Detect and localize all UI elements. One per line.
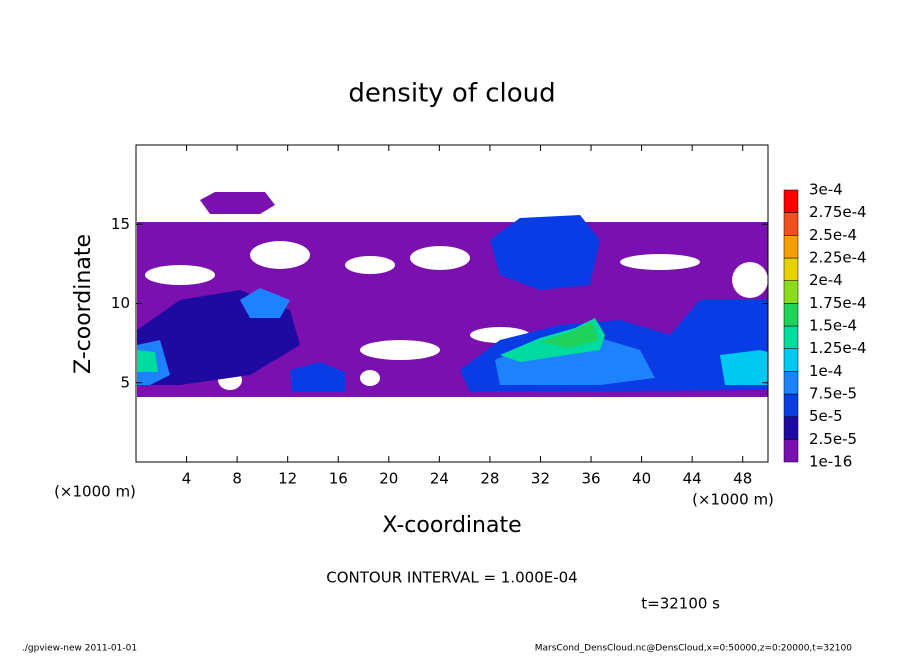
chart-title: density of cloud: [348, 79, 555, 109]
x-tick-label: 36: [581, 470, 600, 488]
y-tick-label: 10: [111, 294, 130, 312]
colorbar-box: [783, 303, 799, 327]
colorbar-box: [783, 280, 799, 304]
colorbar-label: 1e-16: [809, 453, 852, 471]
contour-region: [240, 288, 290, 318]
contour-interval: CONTOUR INTERVAL = 1.000E-04: [326, 569, 577, 587]
colorbar-box: [783, 393, 799, 417]
x-tick-label: 48: [733, 470, 752, 488]
contour-region: [490, 215, 600, 290]
contour-region: [200, 192, 275, 214]
colorbar-label: 2.75e-4: [809, 203, 867, 221]
footer-left: ./gpview-new 2011-01-01: [22, 644, 137, 654]
colorbar-label: 2.5e-4: [809, 226, 857, 244]
contour-region: [720, 350, 768, 385]
y-unit: (×1000 m): [54, 483, 136, 501]
colorbar-label: 2e-4: [809, 271, 843, 289]
colorbar-box: [783, 348, 799, 372]
contour-field: [137, 192, 768, 397]
contour-region: [290, 362, 345, 392]
colorbar-label: 7.5e-5: [809, 385, 857, 403]
colorbar-label: 3e-4: [809, 181, 843, 199]
x-tick-label: 28: [480, 470, 499, 488]
x-unit: (×1000 m): [692, 491, 774, 509]
footer-right: MarsCond_DensCloud.nc@DensCloud,x=0:5000…: [535, 644, 852, 654]
colorbar-box: [783, 189, 799, 213]
y-tick-label: 15: [111, 215, 130, 233]
colorbar-box: [783, 257, 799, 281]
colorbar-box: [783, 371, 799, 395]
x-tick-label: 8: [232, 470, 242, 488]
colorbar-box: [783, 325, 799, 349]
x-tick-label: 40: [632, 470, 651, 488]
y-axis-label: Z-coordinate: [71, 234, 96, 374]
colorbar-label: 1.75e-4: [809, 294, 867, 312]
x-tick-label: 44: [683, 470, 702, 488]
colorbar-box: [783, 235, 799, 259]
contour-region: [137, 350, 158, 372]
x-axis-label: X-coordinate: [382, 513, 521, 538]
colorbar-label: 1e-4: [809, 362, 843, 380]
x-tick-label: 16: [329, 470, 348, 488]
colorbar-label: 5e-5: [809, 407, 843, 425]
contour-region: [540, 322, 598, 348]
colorbar-label: 2.25e-4: [809, 249, 867, 267]
colorbar-label: 2.5e-5: [809, 430, 857, 448]
colorbar-box: [783, 416, 799, 440]
y-tick-label: 5: [120, 373, 130, 391]
x-tick-label: 24: [430, 470, 449, 488]
x-tick-label: 32: [531, 470, 550, 488]
colorbar-label: 1.5e-4: [809, 317, 857, 335]
x-tick-label: 20: [379, 470, 398, 488]
colorbar-label: 1.25e-4: [809, 339, 867, 357]
colorbar-box: [783, 439, 799, 463]
x-tick-label: 12: [278, 470, 297, 488]
x-tick-label: 4: [182, 470, 192, 488]
colorbar-box: [783, 212, 799, 236]
time-label: t=32100 s: [641, 595, 720, 613]
